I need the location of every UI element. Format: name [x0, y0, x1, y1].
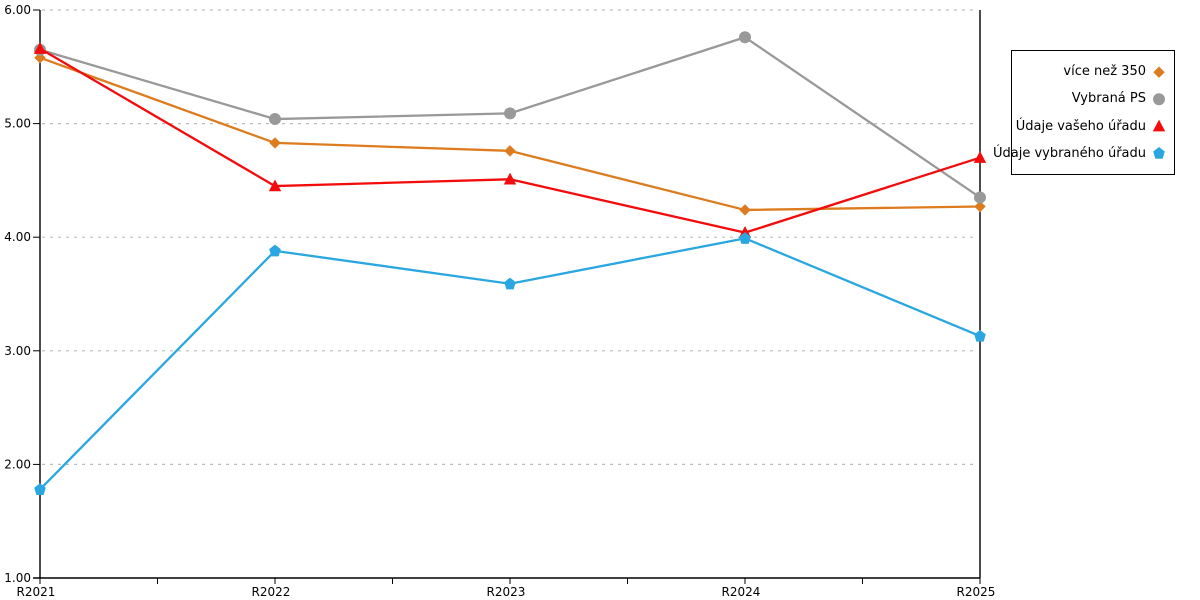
triangle-marker: [973, 151, 987, 163]
legend-item-udaje-vybraneho-uradu: Údaje vybraného úřadu: [993, 142, 1166, 164]
diamond-marker: [739, 204, 751, 216]
legend-item-vice-nez-350: více než 350: [1016, 61, 1166, 83]
diamond-marker: [504, 145, 516, 157]
circle-marker-icon: [1153, 93, 1165, 106]
x-tick-label: R2025: [957, 585, 996, 599]
x-tick-label: R2024: [722, 585, 761, 599]
legend-item-udaje-vaseho-uradu: Údaje vašeho úřadu: [1016, 115, 1166, 137]
triangle-marker: [503, 172, 517, 185]
series-line: [38, 56, 982, 212]
legend-label: více než 350: [1063, 64, 1146, 80]
circle-marker: [974, 191, 986, 204]
x-tick-label: R2021: [17, 585, 56, 599]
pentagon-marker: [269, 244, 281, 257]
pentagon-marker: [974, 329, 986, 342]
pentagon-marker-icon-glyph: [1153, 147, 1165, 160]
y-tick-label: 5.00: [4, 117, 31, 131]
y-tick-label: 4.00: [4, 230, 31, 244]
x-tick-label: R2022: [252, 585, 291, 599]
pentagon-marker: [739, 232, 751, 244]
pentagon-marker-icon: [1153, 147, 1165, 160]
triangle-marker: [268, 179, 282, 192]
diamond-marker-icon: [1153, 66, 1165, 78]
triangle-marker-icon: [1152, 119, 1166, 132]
triangle-marker-icon-glyph: [1152, 119, 1166, 132]
series-line: [38, 237, 982, 491]
legend-label: Údaje vašeho úřadu: [1015, 118, 1146, 134]
legend-label: Vybraná PS: [1071, 91, 1146, 107]
circle-marker: [269, 113, 281, 126]
legend-item-vybrana-ps: Vybraná PS: [1016, 88, 1166, 110]
circle-marker-icon-glyph: [1153, 93, 1165, 106]
series-line: [38, 47, 982, 234]
legend-label: Údaje vybraného úřadu: [992, 145, 1146, 161]
diamond-marker-icon-glyph: [1153, 66, 1165, 78]
y-tick-label: 1.00: [4, 571, 31, 585]
circle-marker: [504, 107, 516, 120]
circle-marker: [739, 31, 751, 44]
pentagon-marker: [504, 277, 516, 290]
triangle-marker: [33, 42, 47, 54]
legend-box: více než 350 Vybraná PS Údaje vašeho úřa…: [993, 50, 1175, 175]
y-tick-label: 3.00: [4, 344, 31, 358]
diamond-marker: [269, 137, 281, 149]
diamond-marker: [974, 200, 986, 213]
x-tick-label: R2023: [487, 585, 526, 599]
y-tick-label: 2.00: [4, 457, 31, 471]
pentagon-marker: [34, 483, 46, 495]
y-tick-label: 6.00: [4, 3, 31, 17]
